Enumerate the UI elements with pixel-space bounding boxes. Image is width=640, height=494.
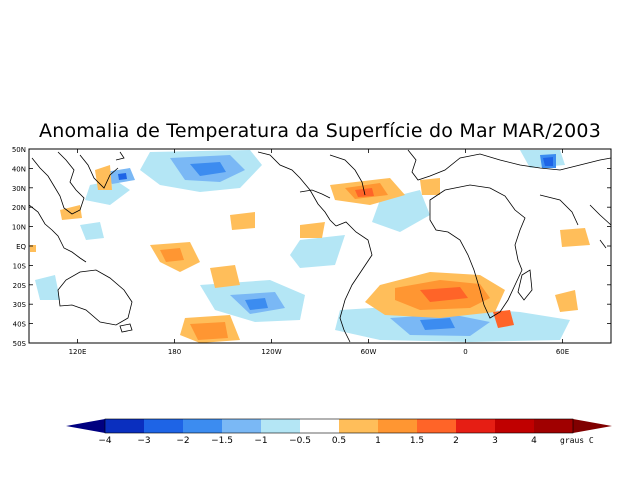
colorbar-tick-label: −1.5 [211,436,233,446]
colorbar-segment [417,419,456,433]
lat-label: 50S [13,340,27,348]
colorbar-arrow-low [66,419,105,433]
colorbar-tick-label: −4 [98,436,112,446]
lon-label: 60E [556,348,569,356]
colorbar-tick-label: −1 [254,436,267,446]
lat-label: 20S [13,282,27,290]
lat-label: 10S [13,262,27,270]
latitude-labels: 50N 40N 30N 20N 10N EQ 10S 20S 30S 40S 5… [12,146,27,348]
colorbar-segment [183,419,222,433]
colorbar-segment [105,419,144,433]
lon-label: 0 [463,348,467,356]
colorbar-segment [534,419,573,433]
colorbar: −4 −3 −2 −1.5 −1 −0.5 0.5 1 1.5 2 3 4 gr… [66,418,612,446]
colorbar-segment [378,419,417,433]
lat-label: 10N [12,224,26,232]
colorbar-segment [339,419,378,433]
colorbar-tick-label: −0.5 [289,436,311,446]
colorbar-tick-label: 2 [453,436,459,446]
lon-label: 180 [168,348,181,356]
coastlines [29,149,611,343]
lon-label: 120E [69,348,87,356]
colorbar-segment [495,419,534,433]
colorbar-unit-label: graus C [560,436,594,445]
colorbar-tick-label: 3 [492,436,498,446]
colorbar-tick-label: 0.5 [332,436,346,446]
colorbar-tick-label: −2 [176,436,189,446]
lon-label: 60W [361,348,377,356]
lat-label: 50N [12,146,26,154]
lat-label: 40S [13,321,27,329]
lat-label: 20N [12,204,26,212]
colorbar-tick-label: 4 [531,436,537,446]
lat-label: EQ [16,243,26,251]
colorbar-segment [261,419,300,433]
lat-label: 40N [12,165,26,173]
colorbar-segment [222,419,261,433]
lat-label: 30S [13,301,27,309]
colorbar-segment [300,419,339,433]
colorbar-arrow-high [573,419,612,433]
colorbar-tick-label: 1.5 [410,436,424,446]
colorbar-tick-label: −3 [137,436,150,446]
colorbar-tick-label: 1 [375,436,381,446]
lat-label: 30N [12,185,26,193]
lon-label: 120W [261,348,281,356]
colorbar-segment [456,419,495,433]
longitude-labels: 120E 180 120W 60W 0 60E [69,348,570,356]
map-title: Anomalia de Temperatura da Superfície do… [39,120,601,142]
colorbar-segment [144,419,183,433]
anomaly-shading [30,150,590,343]
